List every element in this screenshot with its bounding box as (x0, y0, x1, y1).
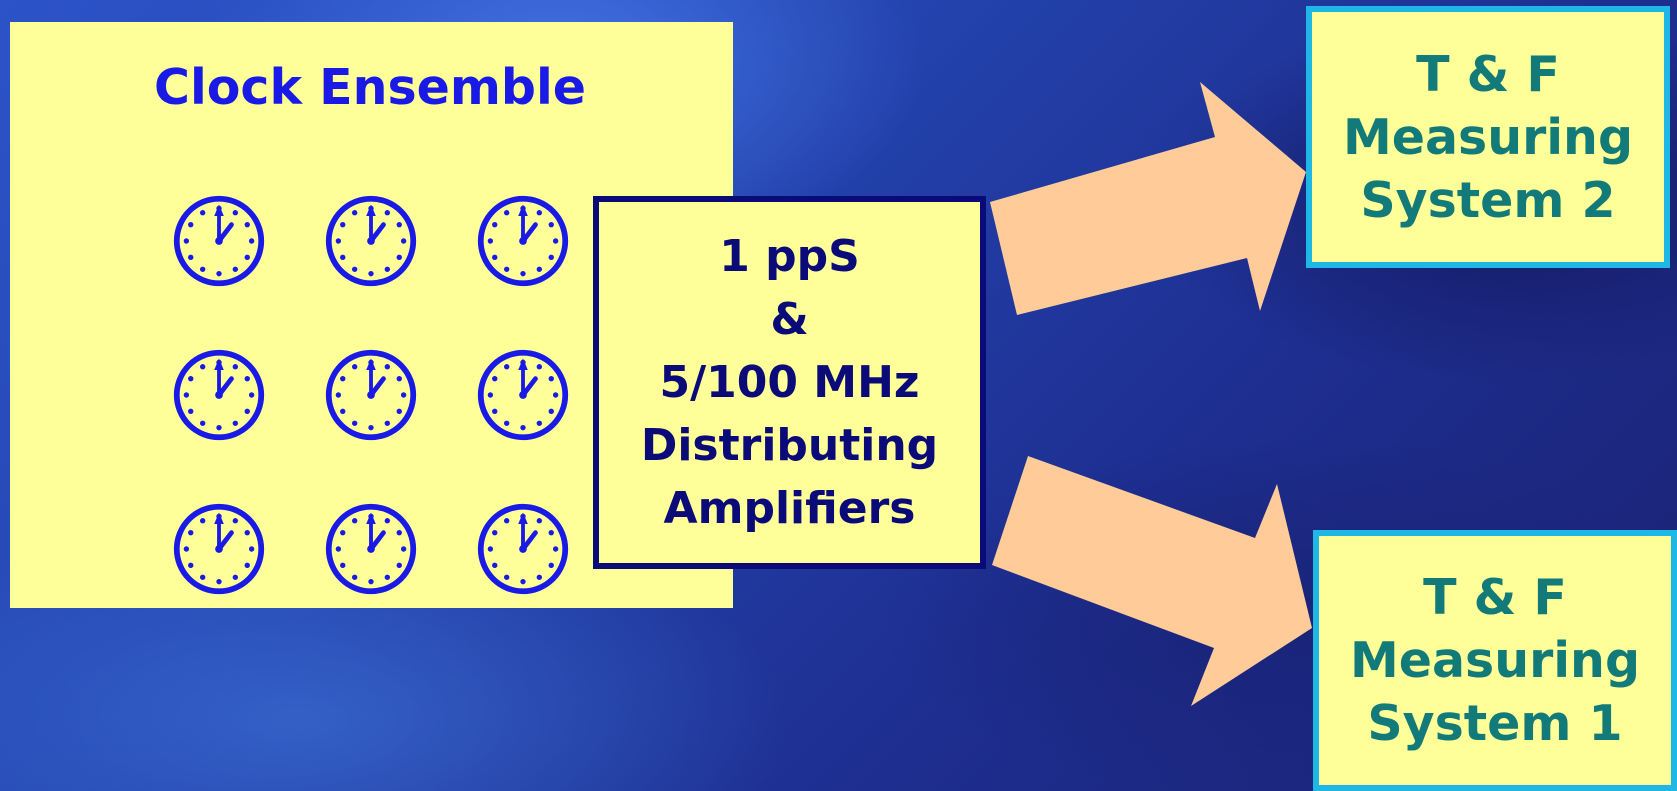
system-label-line: Measuring (1349, 632, 1641, 689)
clock-icon (171, 347, 267, 443)
system-label-line: System 2 (1360, 171, 1616, 229)
measuring-system-1-box: T & F Measuring System 1 (1313, 530, 1677, 791)
clock-icon (323, 193, 419, 289)
amp-label-line: & (770, 294, 809, 345)
distribution-amplifier-box: 1 ppS & 5/100 MHz Distributing Amplifier… (593, 196, 986, 569)
amp-label-line: 1 ppS (719, 231, 860, 282)
clock-icon (323, 347, 419, 443)
clock-ensemble-title: Clock Ensemble (153, 59, 587, 116)
system-label-line: System 1 (1367, 695, 1623, 752)
measuring-system-2-box: T & F Measuring System 2 (1306, 6, 1670, 268)
arrow-to-system-1 (992, 456, 1312, 706)
clock-icon (171, 501, 267, 597)
amp-label-line: Amplifiers (663, 483, 916, 534)
system-label-line: T & F (1423, 569, 1567, 626)
system-label-line: T & F (1416, 45, 1560, 103)
clock-icon (475, 501, 571, 597)
amp-label-line: Distributing (640, 420, 939, 471)
clock-icon (171, 193, 267, 289)
system-label-line: Measuring (1342, 108, 1634, 166)
clock-icon (475, 347, 571, 443)
arrow-to-system-2 (990, 82, 1306, 315)
clock-icon (475, 193, 571, 289)
clock-icon (323, 501, 419, 597)
amp-label-line: 5/100 MHz (659, 357, 920, 408)
